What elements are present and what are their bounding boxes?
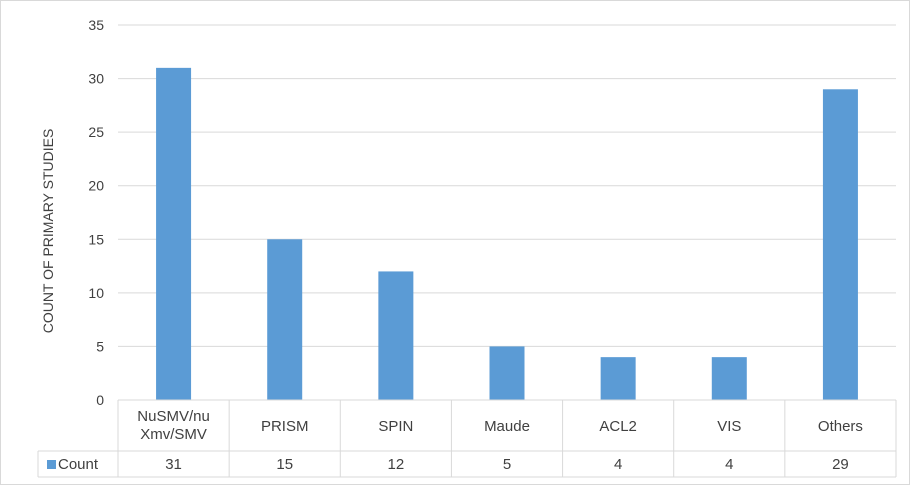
data-table-value: 29	[832, 456, 849, 473]
y-tick-label: 20	[88, 178, 104, 194]
data-table-value: 31	[165, 456, 182, 473]
y-tick-label: 35	[88, 17, 104, 33]
x-category-label: ACL2	[599, 418, 637, 435]
gridlines	[118, 24, 896, 347]
bar	[822, 89, 858, 401]
x-category-label: Others	[818, 418, 863, 435]
legend-series-name: Count	[58, 456, 99, 473]
x-category-label: NuSMV/nu	[137, 408, 210, 425]
data-table-value: 5	[503, 456, 511, 473]
bar	[600, 357, 636, 400]
y-tick-label: 30	[88, 71, 104, 87]
bar	[378, 271, 414, 400]
bar	[267, 239, 303, 400]
y-axis-ticks: 0 5 10 15 20 25 30 35	[88, 17, 104, 408]
y-tick-label: 15	[88, 231, 104, 247]
data-table-value: 4	[725, 456, 733, 473]
x-category-label: VIS	[717, 418, 741, 435]
y-tick-label: 0	[96, 392, 104, 408]
x-category-label: SPIN	[378, 418, 413, 435]
x-category-label: Xmv/SMV	[140, 426, 207, 443]
bar	[156, 67, 192, 400]
bars	[156, 67, 858, 401]
y-axis-title: COUNT OF PRIMARY STUDIES	[40, 129, 56, 334]
data-table-value: 12	[388, 456, 405, 473]
y-tick-label: 25	[88, 124, 104, 140]
x-category-label: PRISM	[261, 418, 309, 435]
y-tick-label: 10	[88, 285, 104, 301]
data-table-value: 4	[614, 456, 622, 473]
bar	[711, 357, 747, 400]
x-category-label: Maude	[484, 418, 530, 435]
legend-swatch	[47, 460, 56, 469]
data-table-value: 15	[276, 456, 293, 473]
bar	[489, 346, 525, 400]
y-tick-label: 5	[96, 338, 104, 354]
